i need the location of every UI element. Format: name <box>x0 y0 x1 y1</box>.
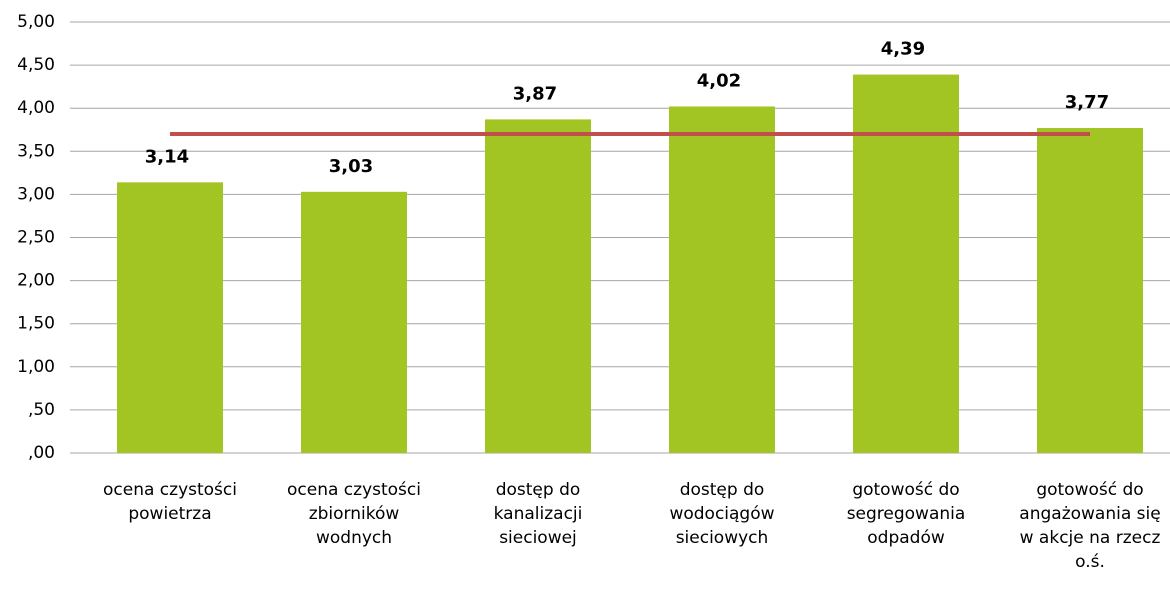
y-tick-label: 5,00 <box>17 12 55 32</box>
bar <box>1037 128 1143 453</box>
x-tick-label: gotowość do segregowania odpadów <box>846 480 966 548</box>
y-tick-label: 2,00 <box>17 271 55 291</box>
value-label: 3,03 <box>329 156 373 177</box>
y-tick-label: ,50 <box>28 400 55 420</box>
bar <box>669 106 775 453</box>
x-tick-label: gotowość do angażowania się w akcje na r… <box>1019 480 1161 572</box>
x-tick-label: dostęp do wodociągów sieciowych <box>669 480 775 548</box>
value-label: 3,87 <box>513 83 557 104</box>
value-label: 3,77 <box>1065 92 1109 113</box>
x-tick-label: ocena czystości powietrza <box>103 480 237 524</box>
y-tick-label: 2,50 <box>17 228 55 248</box>
x-tick-label: dostęp do kanalizacji sieciowej <box>493 480 583 548</box>
bar <box>301 191 407 453</box>
y-tick-label: 1,50 <box>17 314 55 334</box>
y-tick-label: 3,00 <box>17 184 55 204</box>
bar <box>485 119 591 453</box>
y-tick-label: 1,00 <box>17 357 55 377</box>
y-tick-label: 4,50 <box>17 55 55 75</box>
bar <box>853 74 959 453</box>
y-tick-label: ,00 <box>28 443 55 463</box>
value-label: 4,39 <box>881 39 925 60</box>
x-tick-label: ocena czystości zbiorników wodnych <box>287 480 421 548</box>
y-tick-label: 3,50 <box>17 141 55 161</box>
value-label: 3,14 <box>145 146 189 167</box>
value-label: 4,02 <box>697 70 741 91</box>
bar <box>117 182 223 453</box>
y-tick-label: 4,00 <box>17 98 55 118</box>
